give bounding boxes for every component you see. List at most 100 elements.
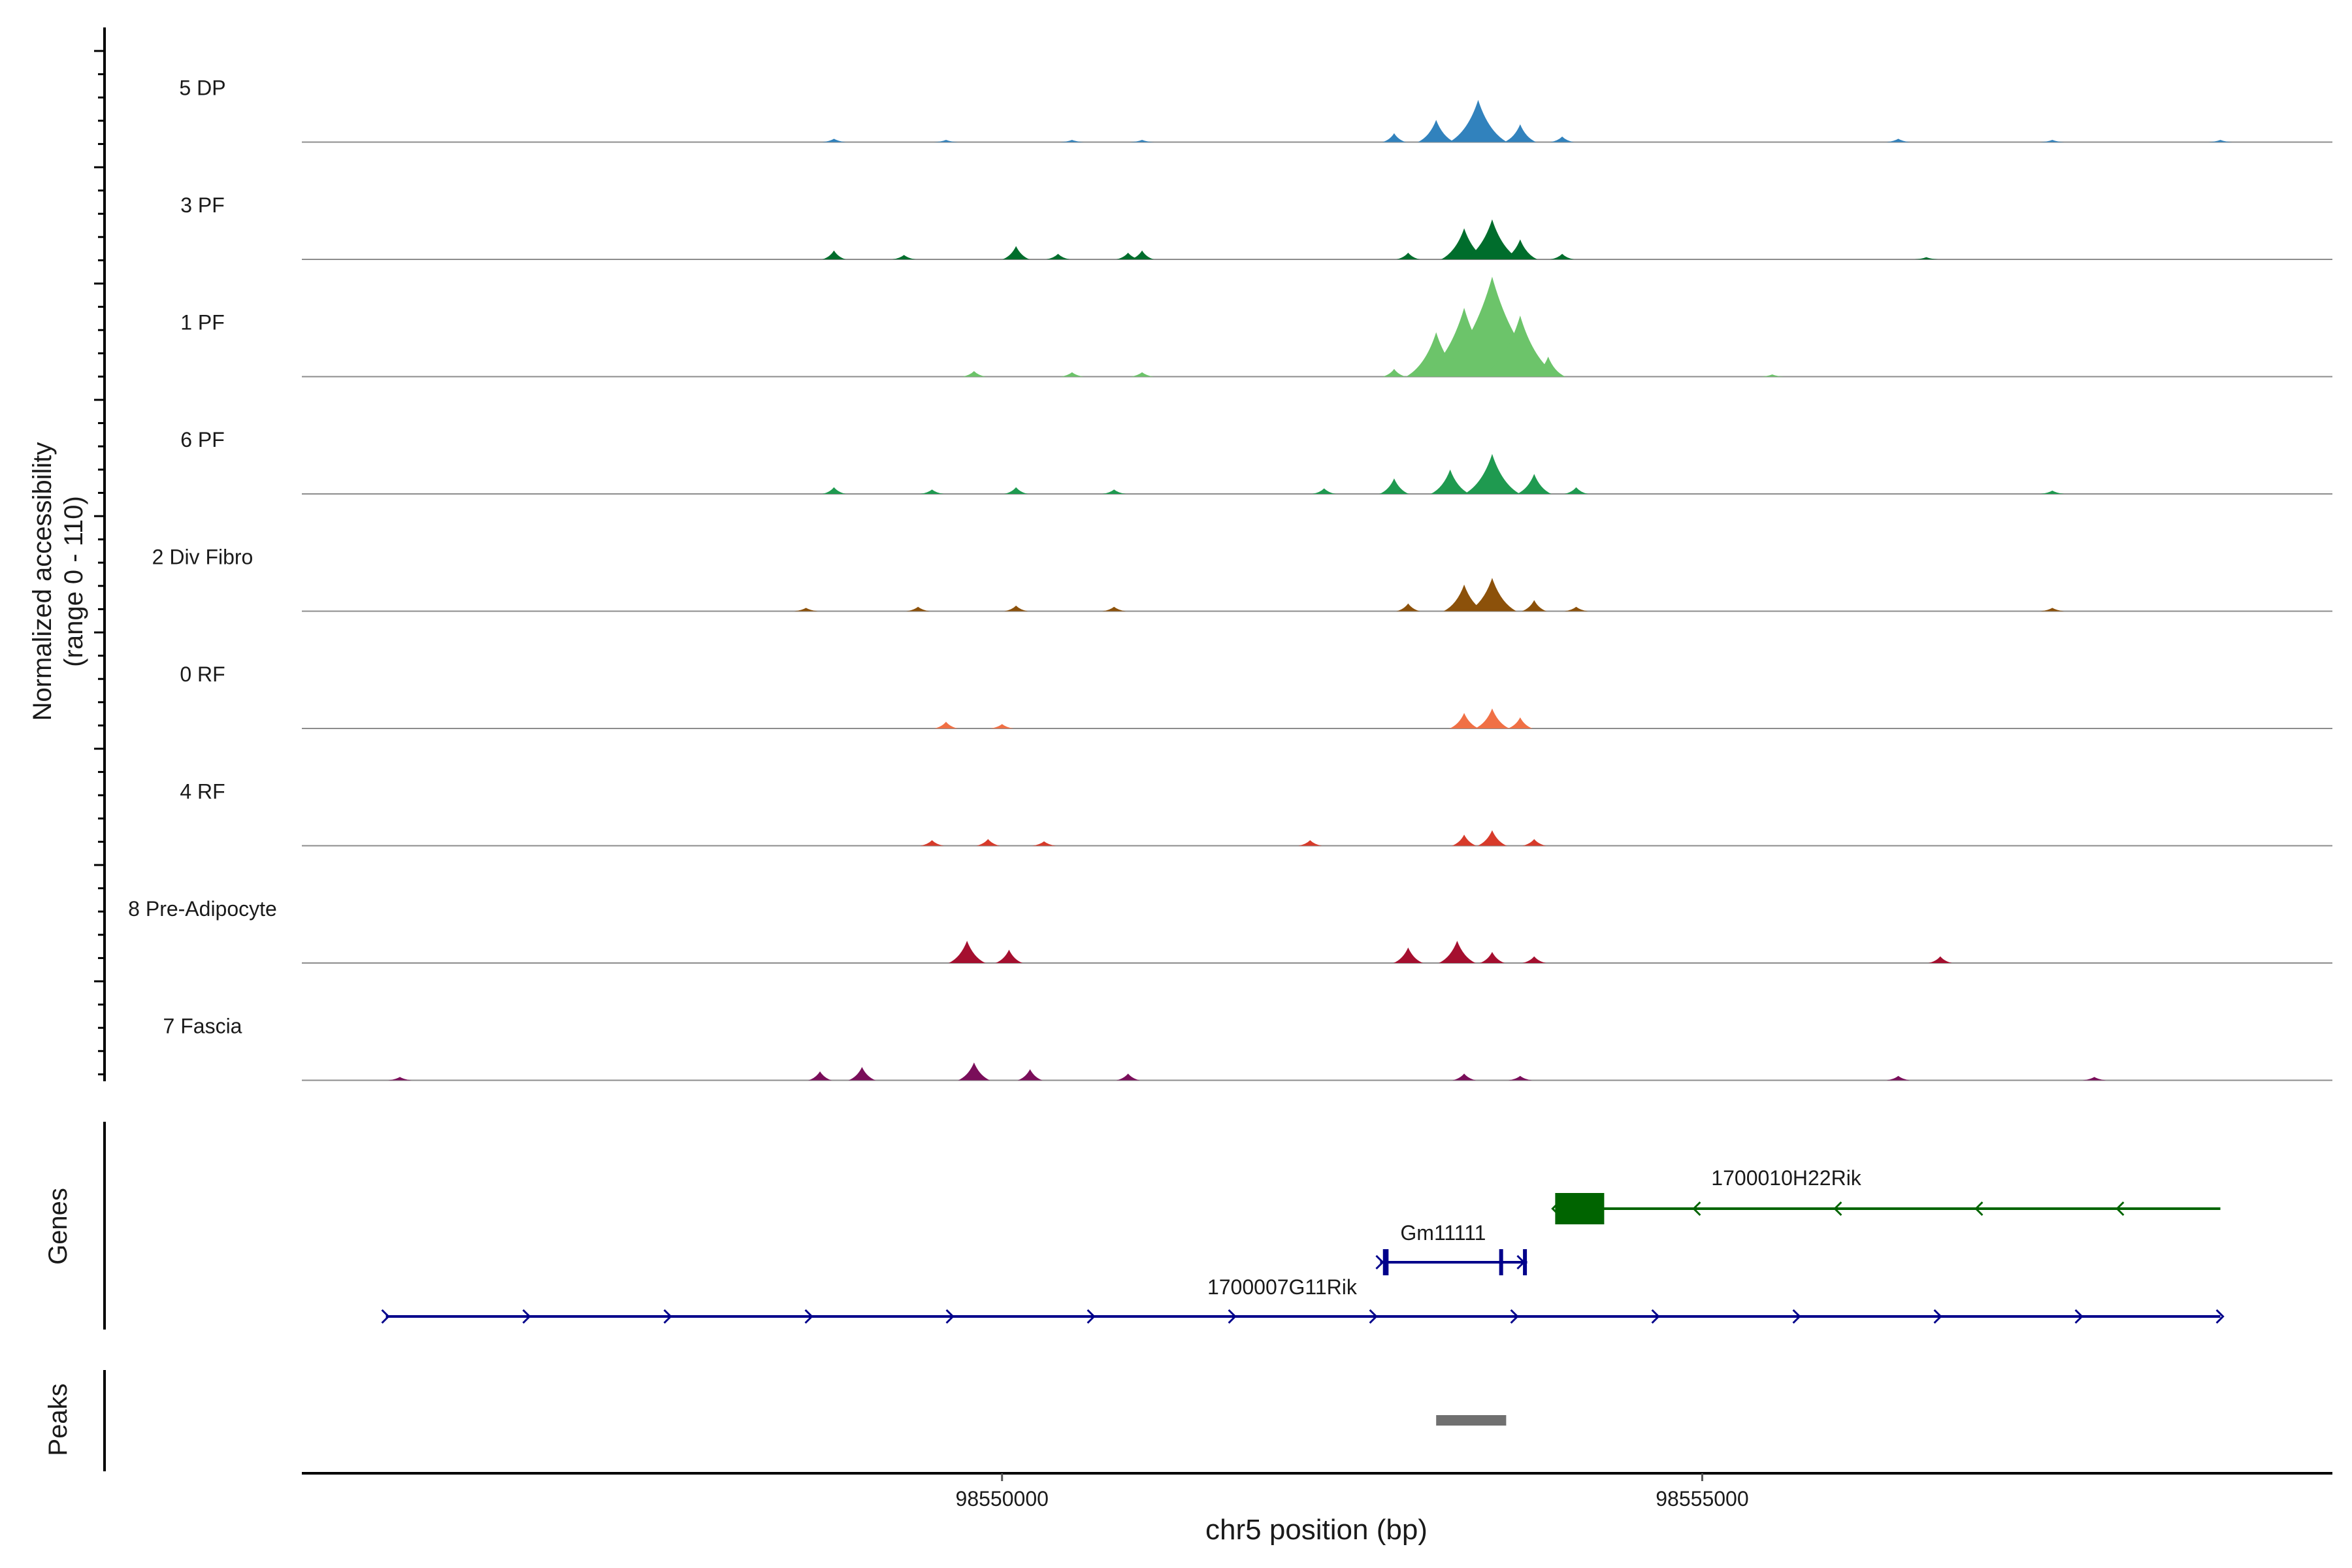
coverage-peak bbox=[962, 371, 986, 377]
coverage-peak bbox=[1452, 834, 1477, 846]
coverage-peak bbox=[1418, 120, 1455, 142]
track-label: 1 PF bbox=[180, 311, 225, 335]
strand-arrow bbox=[1510, 1309, 1519, 1324]
coverage-peak bbox=[958, 1062, 990, 1081]
strand-arrow bbox=[1375, 1254, 1384, 1270]
coverage-tracks: 5 DP 3 PF 1 PF 6 PF 2 Div Fibro 0 RF 4 RF 8 Pre… bbox=[128, 76, 2332, 1081]
coverage-peak bbox=[2208, 140, 2232, 142]
coverage-peak bbox=[920, 840, 944, 846]
track-label: 2 Div Fibro bbox=[152, 546, 253, 569]
track-2: 1 PF bbox=[180, 276, 2332, 378]
coverage-peak bbox=[1550, 137, 1575, 142]
coverage-peak bbox=[1032, 841, 1056, 846]
coverage-peak bbox=[1102, 489, 1126, 494]
track-4: 2 Div Fibro bbox=[152, 546, 2332, 612]
coverage-peak bbox=[2040, 608, 2065, 612]
coverage-peak bbox=[1503, 239, 1537, 259]
x-axis-label: chr5 position (bp) bbox=[1205, 1514, 1428, 1546]
track-8: 7 Fascia bbox=[163, 1015, 2332, 1081]
coverage-peak bbox=[1130, 250, 1154, 259]
coverage-peak bbox=[1479, 952, 1505, 963]
strand-arrow bbox=[2115, 1201, 2125, 1217]
coverage-peak bbox=[949, 941, 986, 963]
coverage-peak bbox=[1467, 578, 1516, 612]
coverage-peak bbox=[1298, 840, 1322, 846]
gene-1700010H22Rik: 1700010H22Rik bbox=[1551, 1166, 2221, 1224]
coverage-peak bbox=[1464, 219, 1520, 259]
strand-arrow bbox=[1974, 1201, 1984, 1217]
coverage-peak bbox=[1508, 1075, 1532, 1081]
coverage-peak bbox=[1477, 830, 1507, 846]
coverage-peak bbox=[1481, 316, 1560, 377]
coverage-peak bbox=[1517, 474, 1552, 494]
coverage-peak bbox=[1531, 356, 1565, 377]
coverage-peak bbox=[1060, 140, 1084, 142]
gene-exon bbox=[1499, 1249, 1503, 1275]
y-axis-ticks bbox=[94, 50, 105, 1075]
strand-arrow bbox=[1086, 1309, 1096, 1324]
coverage-peak bbox=[1449, 99, 1507, 142]
coverage-peak bbox=[1116, 1073, 1140, 1081]
coverage-peak bbox=[1116, 252, 1140, 259]
coverage-peak bbox=[1522, 600, 1547, 612]
x-tick-label: 98555000 bbox=[1656, 1487, 1748, 1511]
gene-exon bbox=[1523, 1249, 1527, 1275]
coverage-peak bbox=[1130, 140, 1154, 142]
coverage-peak bbox=[1449, 713, 1479, 728]
coverage-peak bbox=[906, 606, 930, 612]
coverage-peak bbox=[1379, 478, 1409, 494]
coverage-peak bbox=[1522, 839, 1546, 846]
gene-label: 1700007G11Rik bbox=[1207, 1275, 1358, 1299]
gene-label: Gm11111 bbox=[1400, 1221, 1486, 1245]
gene-1700007G11Rik: 1700007G11Rik bbox=[381, 1275, 2225, 1324]
strand-arrow bbox=[1833, 1201, 1842, 1217]
track-label: 3 PF bbox=[180, 193, 225, 217]
coverage-peak bbox=[1439, 941, 1476, 963]
coverage-peak bbox=[1396, 603, 1420, 612]
coverage-peak bbox=[1504, 124, 1537, 142]
track-label: 7 Fascia bbox=[163, 1015, 242, 1038]
coverage-peak bbox=[822, 487, 846, 494]
coverage-peak bbox=[794, 608, 818, 612]
x-axis: chr5 position (bp) 98550000 98555000 bbox=[302, 1472, 2332, 1546]
coverage-peak bbox=[822, 139, 846, 142]
coverage-peak bbox=[976, 839, 1000, 846]
coverage-peak bbox=[1396, 252, 1420, 259]
coverage-peak bbox=[934, 140, 958, 142]
coverage-peak bbox=[1004, 487, 1028, 494]
coverage-peak bbox=[808, 1071, 832, 1081]
coverage-peak bbox=[892, 255, 916, 259]
coverage-peak bbox=[1130, 372, 1154, 377]
strand-arrow bbox=[1651, 1309, 1660, 1324]
coverage-peak bbox=[1382, 133, 1406, 142]
track-label: 4 RF bbox=[180, 780, 225, 804]
coverage-peak bbox=[1393, 947, 1423, 963]
coverage-peak bbox=[1017, 1069, 1043, 1081]
coverage-peak bbox=[2082, 1077, 2106, 1081]
coverage-peak bbox=[1102, 606, 1126, 612]
coverage-peak bbox=[848, 1067, 876, 1081]
strand-arrow bbox=[522, 1309, 531, 1324]
coverage-peak bbox=[1452, 1073, 1477, 1081]
strand-arrow bbox=[1228, 1309, 1237, 1324]
coverage-peak bbox=[990, 724, 1014, 728]
coverage-peak bbox=[822, 250, 846, 259]
coverage-peak bbox=[1886, 139, 1910, 142]
coverage-peak bbox=[388, 1077, 412, 1081]
strand-arrow bbox=[1792, 1309, 1801, 1324]
coverage-peak bbox=[1464, 453, 1520, 494]
track-6: 4 RF bbox=[180, 780, 2332, 847]
coverage-peak bbox=[1550, 253, 1575, 259]
track-label: 5 DP bbox=[179, 76, 225, 100]
coverage-peak bbox=[1564, 606, 1588, 612]
track-1: 3 PF bbox=[180, 193, 2332, 260]
peaks-track-label: Peaks bbox=[44, 1383, 73, 1456]
strand-arrow bbox=[1692, 1201, 1701, 1217]
coverage-peak bbox=[1430, 469, 1470, 494]
coverage-peak bbox=[1886, 1075, 1910, 1081]
coverage-peak bbox=[1507, 717, 1533, 728]
gene-exon bbox=[1555, 1193, 1605, 1224]
coverage-peak bbox=[995, 949, 1023, 963]
coverage-peak bbox=[1046, 253, 1070, 259]
